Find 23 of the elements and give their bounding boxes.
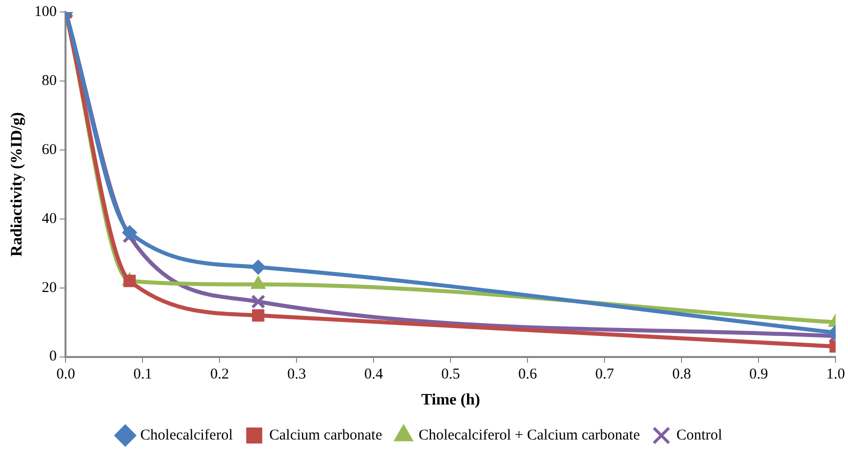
- x-tick-label: 0.3: [287, 366, 306, 383]
- x-tick-label: 0.6: [518, 366, 538, 383]
- y-tick-label: 0: [49, 348, 57, 365]
- y-tick-label: 20: [42, 280, 57, 296]
- x-tick-label: 0.0: [56, 366, 76, 383]
- x-tick-label: 0.9: [749, 366, 768, 383]
- x-tick-label: 0.2: [210, 366, 230, 383]
- y-axis-title: Radiactivity (%ID/g): [8, 112, 26, 257]
- legend-label: Cholecalciferol: [140, 427, 233, 444]
- x-axis-title: Time (h): [421, 392, 480, 409]
- x-tick-label: 0.4: [364, 366, 384, 383]
- legend-label: Cholecalciferol + Calcium carbonate: [418, 427, 640, 444]
- y-tick-label: 100: [34, 4, 57, 20]
- legend-label: Control: [676, 427, 722, 444]
- y-tick-label: 60: [42, 142, 57, 158]
- legend-label: Calcium carbonate: [269, 427, 382, 444]
- y-tick-label: 40: [42, 210, 57, 227]
- x-tick-label: 1.0: [826, 366, 845, 383]
- y-tick-label: 80: [42, 72, 57, 89]
- x-tick-label: 0.8: [672, 366, 692, 383]
- x-tick-label: 0.7: [595, 366, 615, 383]
- x-tick-label: 0.5: [441, 366, 460, 383]
- x-tick-label: 0.1: [133, 366, 152, 383]
